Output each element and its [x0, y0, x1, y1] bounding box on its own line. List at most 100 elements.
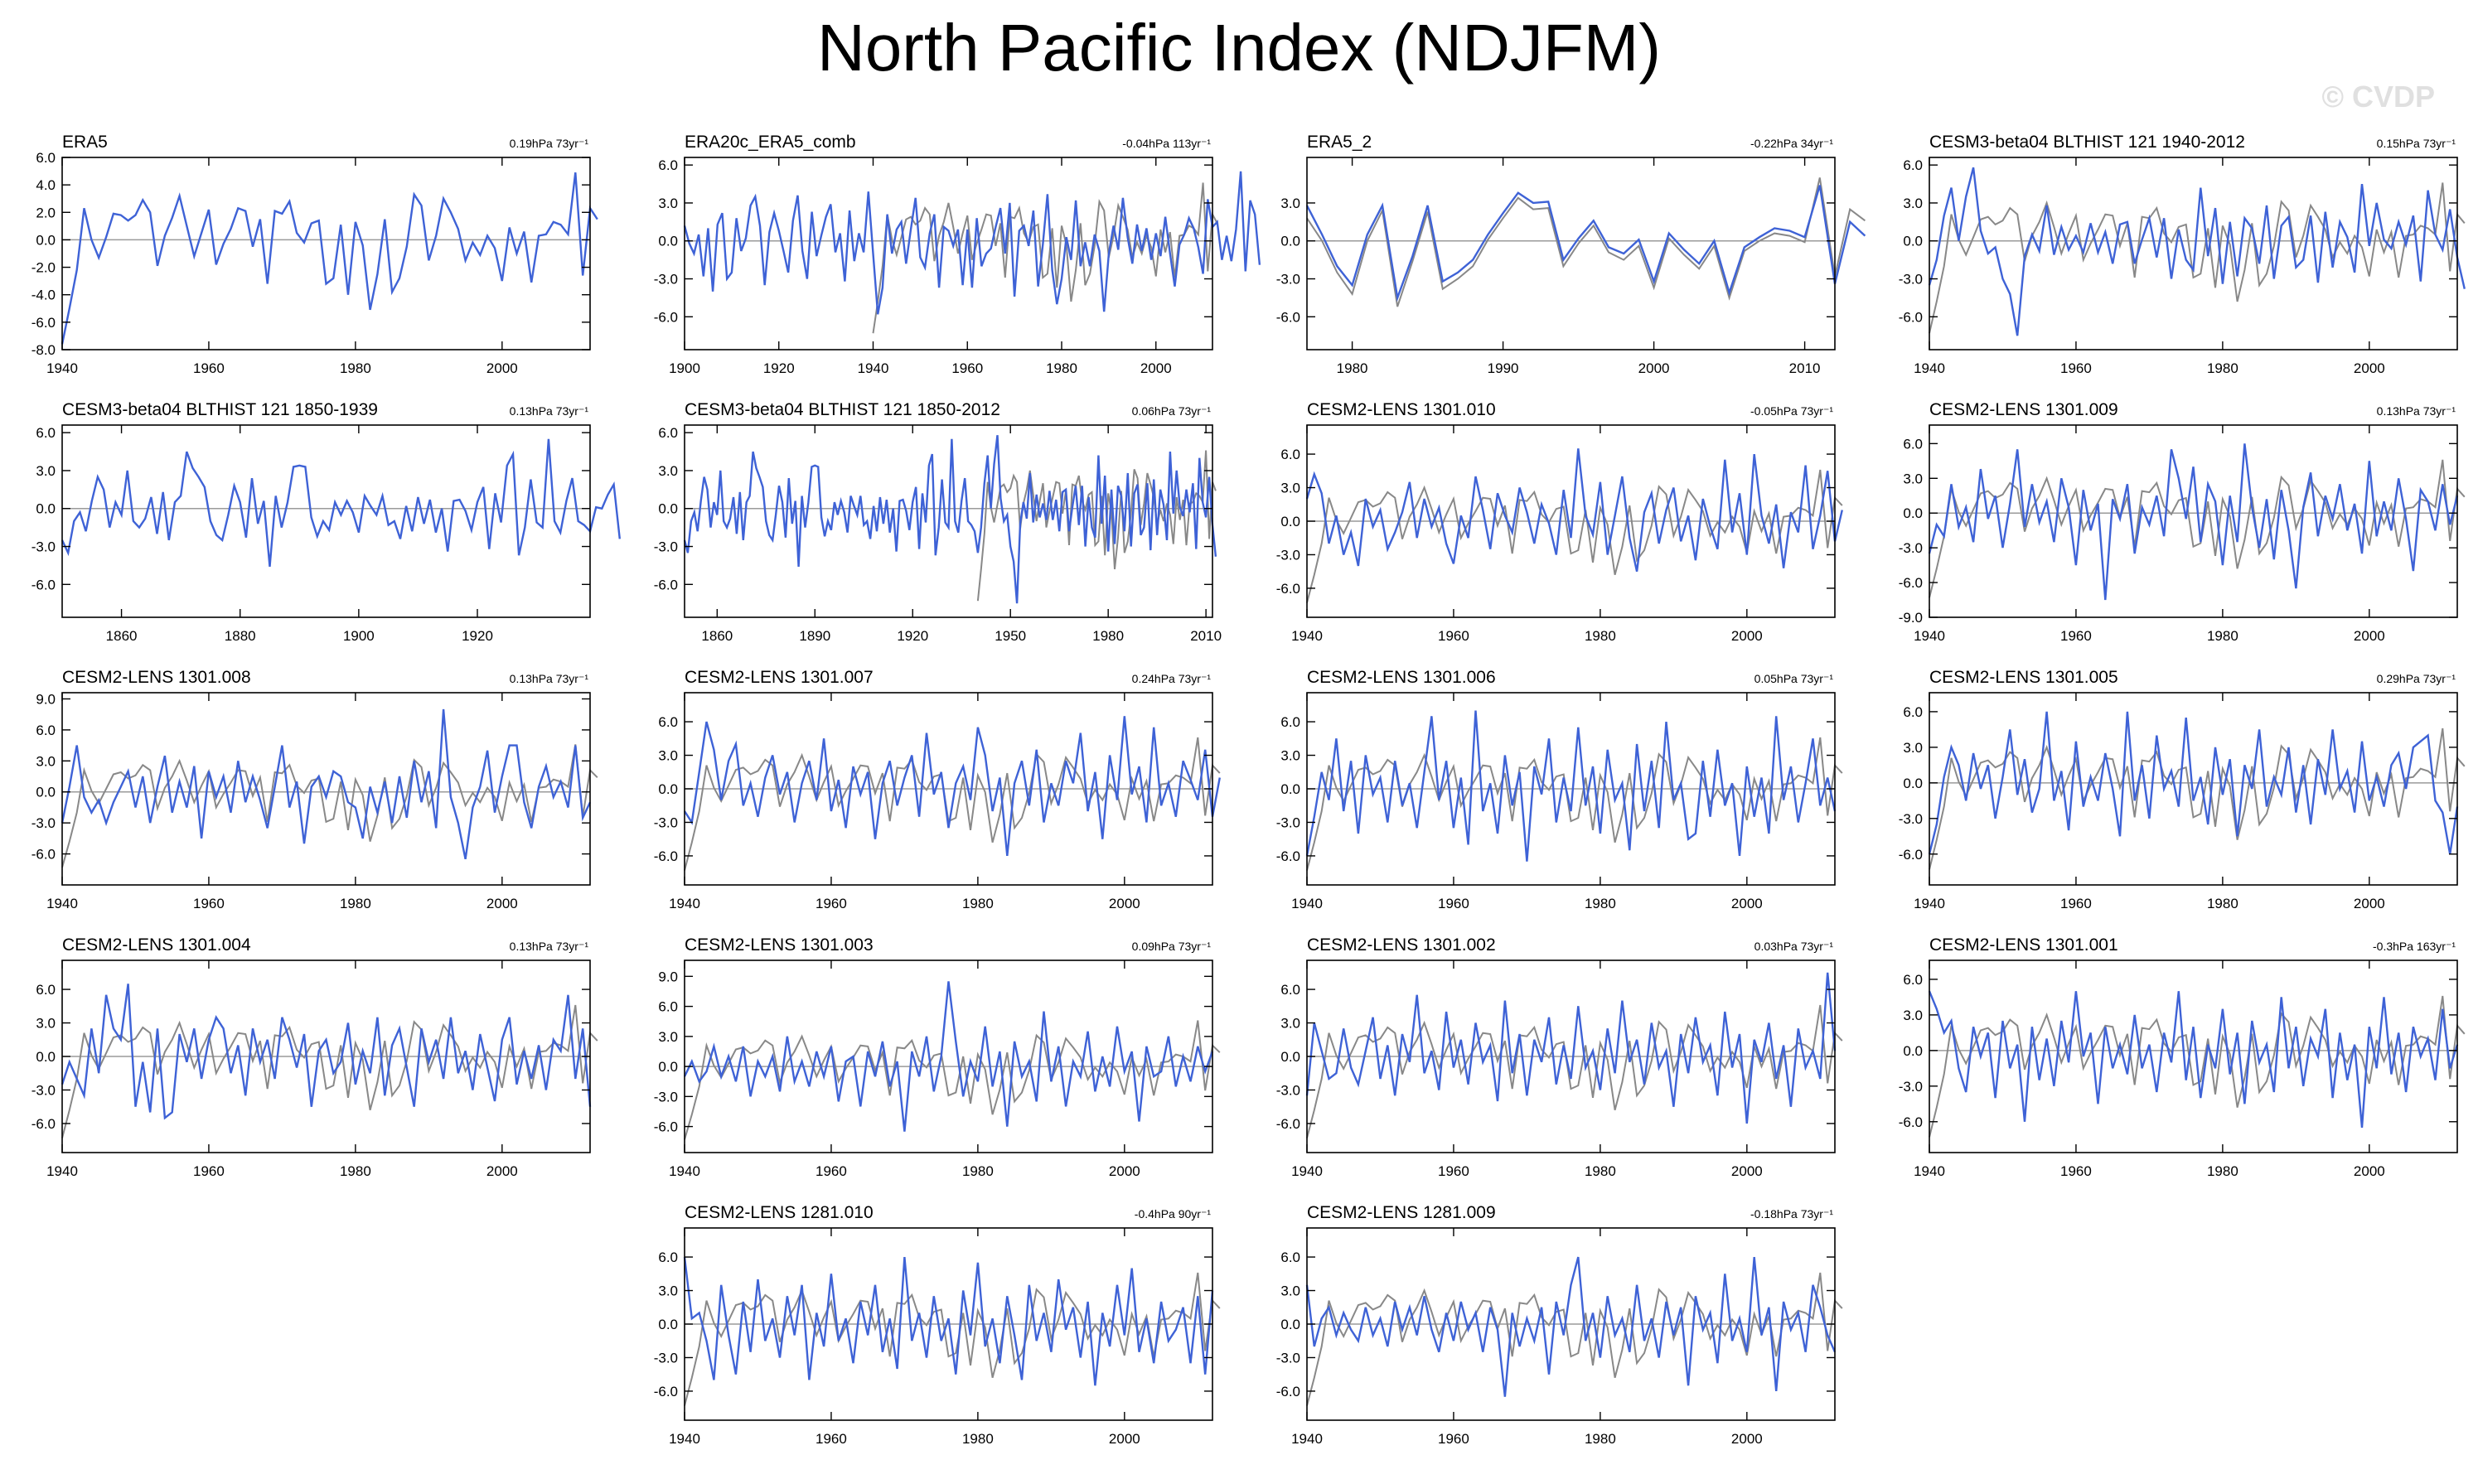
x-tick-label: 1960 — [1438, 896, 1469, 911]
x-tick-label: 1980 — [962, 896, 994, 911]
model-series-line — [1305, 448, 1843, 572]
panel-title: CESM2-LENS 1301.005 — [1929, 668, 2118, 687]
panel-title: CESM2-LENS 1301.007 — [685, 668, 874, 687]
plot-frame — [684, 960, 1213, 1153]
plot-frame — [1929, 692, 2458, 886]
y-tick-label: -3.0 — [31, 539, 56, 555]
x-tick-label: 1980 — [1337, 360, 1368, 376]
trend-label: 0.19hPa 73yr⁻¹ — [510, 137, 589, 150]
y-tick-label: -6.0 — [1276, 848, 1300, 864]
y-tick-label: -3.0 — [1276, 272, 1300, 288]
x-tick-label: 1980 — [2207, 1163, 2238, 1179]
cvdp-watermark: © CVDP — [2321, 80, 2435, 114]
x-tick-label: 2000 — [486, 360, 518, 376]
x-tick-label: 1920 — [763, 360, 795, 376]
panel-16: CESM2-LENS 1301.001 -0.3hPa 163yr⁻¹ -6.0 -3… — [1899, 935, 2466, 1179]
model-series-line — [1305, 972, 1837, 1124]
y-tick-label: -6.0 — [1899, 309, 1923, 325]
panel-title: CESM2-LENS 1281.010 — [685, 1203, 874, 1222]
x-tick-label: 1980 — [962, 1431, 994, 1447]
panel-6: CESM3-beta04 BLTHIST 121 1850-2012 0.06hP… — [654, 400, 1222, 644]
model-series-line — [1305, 710, 1837, 862]
x-tick-label: 1960 — [816, 1163, 847, 1179]
panel-8: CESM2-LENS 1301.009 0.13hPa 73yr⁻¹ -9.0 -6.… — [1899, 400, 2466, 644]
x-tick-label: 1980 — [2207, 896, 2238, 911]
reference-series-line — [872, 182, 1218, 334]
y-tick-label: -6.0 — [1899, 1114, 1923, 1130]
model-series-line — [683, 171, 1261, 315]
x-tick-label: 1990 — [1488, 360, 1519, 376]
x-tick-label: 2000 — [486, 896, 518, 911]
trend-label: 0.13hPa 73yr⁻¹ — [510, 940, 589, 953]
model-series-line — [683, 981, 1214, 1132]
plot-frame — [1929, 424, 2458, 618]
panel-title: CESM2-LENS 1301.008 — [62, 668, 251, 687]
y-tick-label: 0.0 — [1280, 514, 1300, 529]
plot-frame — [61, 692, 591, 886]
y-tick-label: -3.0 — [1276, 547, 1300, 563]
y-tick-label: 3.0 — [36, 1016, 56, 1032]
y-tick-label: -3.0 — [1276, 815, 1300, 830]
x-tick-label: 1980 — [2207, 360, 2238, 376]
x-tick-label: 2010 — [1190, 628, 1222, 644]
y-tick-label: 0.0 — [36, 785, 56, 800]
panel-title: CESM2-LENS 1301.002 — [1307, 935, 1496, 955]
x-tick-label: 1980 — [2207, 628, 2238, 644]
x-tick-label: 1940 — [1291, 896, 1323, 911]
panel-1: ERA5 0.19hPa 73yr⁻¹ -8.0 -6.0 -4.0 -2.0 0.0 2.0… — [31, 133, 598, 376]
reference-series-line — [1306, 737, 1843, 871]
y-tick-label: 3.0 — [36, 463, 56, 479]
reference-series-line — [61, 1004, 598, 1138]
y-tick-label: 6.0 — [1903, 704, 1923, 720]
panel-11: CESM2-LENS 1301.006 0.05hPa 73yr⁻¹ -6.0 -3.… — [1276, 668, 1843, 911]
y-tick-label: -6.0 — [1276, 1384, 1300, 1399]
y-tick-label: -6.0 — [1899, 575, 1923, 591]
x-tick-label: 2000 — [1109, 1163, 1140, 1179]
x-tick-label: 1980 — [1092, 628, 1124, 644]
model-series-line — [60, 172, 598, 345]
x-tick-label: 1980 — [1585, 896, 1616, 911]
x-tick-label: 1960 — [951, 360, 983, 376]
y-tick-label: -6.0 — [654, 848, 678, 864]
x-tick-label: 1940 — [46, 1163, 78, 1179]
y-tick-label: 6.0 — [1903, 972, 1923, 988]
panel-13: CESM2-LENS 1301.004 0.13hPa 73yr⁻¹ -6.0 -3.… — [31, 935, 598, 1179]
y-tick-label: 0.0 — [1280, 1317, 1300, 1332]
x-tick-label: 1980 — [1046, 360, 1077, 376]
y-tick-label: 3.0 — [658, 196, 678, 211]
x-tick-label: 2000 — [1638, 360, 1670, 376]
model-series-line — [60, 984, 592, 1120]
x-tick-label: 1980 — [1585, 628, 1616, 644]
y-tick-label: 6.0 — [658, 157, 678, 173]
y-tick-label: -3.0 — [654, 1350, 678, 1366]
x-tick-label: 2010 — [1789, 360, 1821, 376]
reference-series-line — [976, 450, 1217, 602]
x-tick-label: 1890 — [799, 628, 830, 644]
trend-label: 0.09hPa 73yr⁻¹ — [1132, 940, 1212, 953]
panel-15: CESM2-LENS 1301.002 0.03hPa 73yr⁻¹ -6.0 -3.… — [1276, 935, 1843, 1179]
y-tick-label: -3.0 — [1899, 540, 1923, 556]
panel-12: CESM2-LENS 1301.005 0.29hPa 73yr⁻¹ -6.0 -3.… — [1899, 668, 2466, 911]
reference-series-line — [1306, 469, 1843, 603]
x-tick-label: 1940 — [669, 1431, 700, 1447]
y-tick-label: -6.0 — [1276, 1116, 1300, 1132]
panel-17: CESM2-LENS 1281.010 -0.4hPa 90yr⁻¹ -6.0 -3.… — [654, 1203, 1221, 1447]
model-series-line — [683, 1256, 1214, 1386]
x-tick-label: 1940 — [1914, 360, 1945, 376]
x-tick-label: 1960 — [2060, 628, 2092, 644]
y-tick-label: 2.0 — [36, 205, 56, 220]
y-tick-label: -3.0 — [654, 1089, 678, 1105]
y-tick-label: 3.0 — [658, 463, 678, 479]
x-tick-label: 1960 — [193, 896, 225, 911]
trend-label: 0.13hPa 73yr⁻¹ — [2377, 404, 2456, 418]
y-tick-label: 6.0 — [1280, 714, 1300, 730]
panel-title: CESM3-beta04 BLTHIST 121 1940-2012 — [1929, 133, 2245, 152]
x-tick-label: 1960 — [1438, 1431, 1469, 1447]
panel-title: CESM2-LENS 1301.009 — [1929, 400, 2118, 419]
x-tick-label: 1940 — [1291, 628, 1323, 644]
reference-series-line — [1306, 1272, 1843, 1406]
y-tick-label: 3.0 — [658, 1029, 678, 1045]
y-tick-label: -3.0 — [31, 815, 56, 831]
x-tick-label: 1960 — [2060, 1163, 2092, 1179]
x-tick-label: 1940 — [1291, 1431, 1323, 1447]
